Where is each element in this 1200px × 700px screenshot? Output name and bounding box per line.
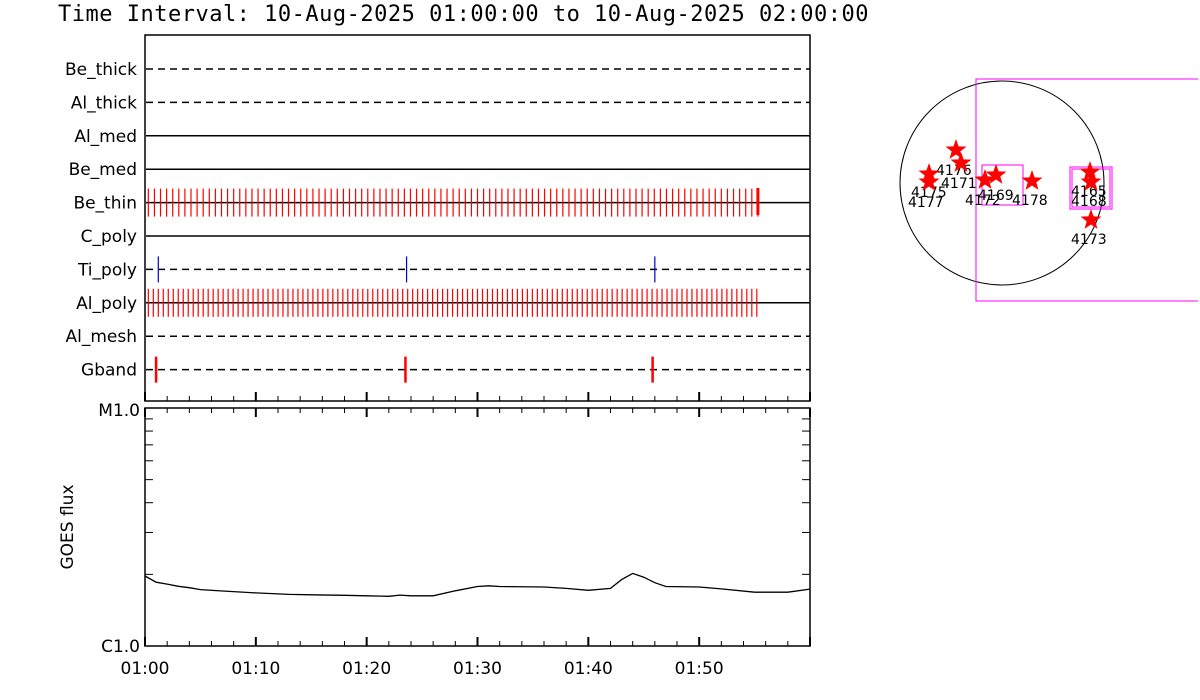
goes-flux-line xyxy=(144,572,811,597)
goes-x-tick-label: 01:00 xyxy=(121,659,170,679)
solar-disk-outline xyxy=(899,80,1105,286)
active-region-star xyxy=(945,139,967,159)
active-region-star xyxy=(950,152,972,172)
chart-title: Time Interval: 10-Aug-2025 01:00:00 to 1… xyxy=(58,2,869,27)
active-region-star xyxy=(974,169,996,189)
goes-y-axis-label: GOES flux xyxy=(58,484,78,569)
fov-box xyxy=(975,78,1198,302)
timeline-row-label: Al_thick xyxy=(71,93,137,113)
goes-flux-panel: M1.0 C1.0 GOES flux 01:00 01:10 01:20 01:30 01:… xyxy=(58,392,811,679)
goes-x-tick-label: 01:50 xyxy=(675,659,724,679)
goes-x-tick-label: 01:10 xyxy=(231,659,280,679)
active-region-star xyxy=(985,164,1007,184)
timeline-row-label: Gband xyxy=(81,361,137,381)
active-region-star xyxy=(1021,170,1043,190)
timeline-row-label: Be_thick xyxy=(65,60,137,80)
timeline-row-label: Al_med xyxy=(74,127,137,147)
active-region-label: 4178 xyxy=(1012,193,1048,209)
goes-y-tick-label: C1.0 xyxy=(101,637,140,657)
timeline-row-label: Al_poly xyxy=(76,294,137,314)
goes-x-tick-label: 01:30 xyxy=(453,659,502,679)
active-region-star xyxy=(918,171,940,191)
active-region-label: 4169 xyxy=(978,188,1014,204)
active-region-star xyxy=(1080,209,1102,229)
active-region-label: 4173 xyxy=(1071,232,1107,248)
active-region-label: 4171 xyxy=(941,176,977,192)
active-region-label: 4175 xyxy=(911,185,947,201)
goes-frame xyxy=(144,407,811,647)
timeline-frame xyxy=(144,34,811,402)
active-region-label: 4177 xyxy=(908,195,944,211)
filter-timeline-panel: Be_thick Al_thick Al_med Be_med Be_thin C_pol… xyxy=(65,34,811,402)
timeline-row-label: Be_thin xyxy=(73,194,137,214)
timeline-row-label: C_poly xyxy=(81,227,137,247)
goes-y-tick-label: M1.0 xyxy=(98,401,140,421)
active-region-star xyxy=(1080,171,1102,191)
timeline-row-label: Al_mesh xyxy=(65,327,137,347)
goes-x-tick-label: 01:20 xyxy=(342,659,391,679)
timeline-row-label: Be_med xyxy=(69,160,137,180)
active-region-label: 4172 xyxy=(965,193,1001,209)
goes-x-tick-label: 01:40 xyxy=(564,659,613,679)
timeline-row-label: Ti_poly xyxy=(77,260,137,280)
active-region-star xyxy=(1079,161,1101,181)
active-region-label: 4168 xyxy=(1071,194,1107,210)
active-region-label: 4165 xyxy=(1071,184,1107,200)
